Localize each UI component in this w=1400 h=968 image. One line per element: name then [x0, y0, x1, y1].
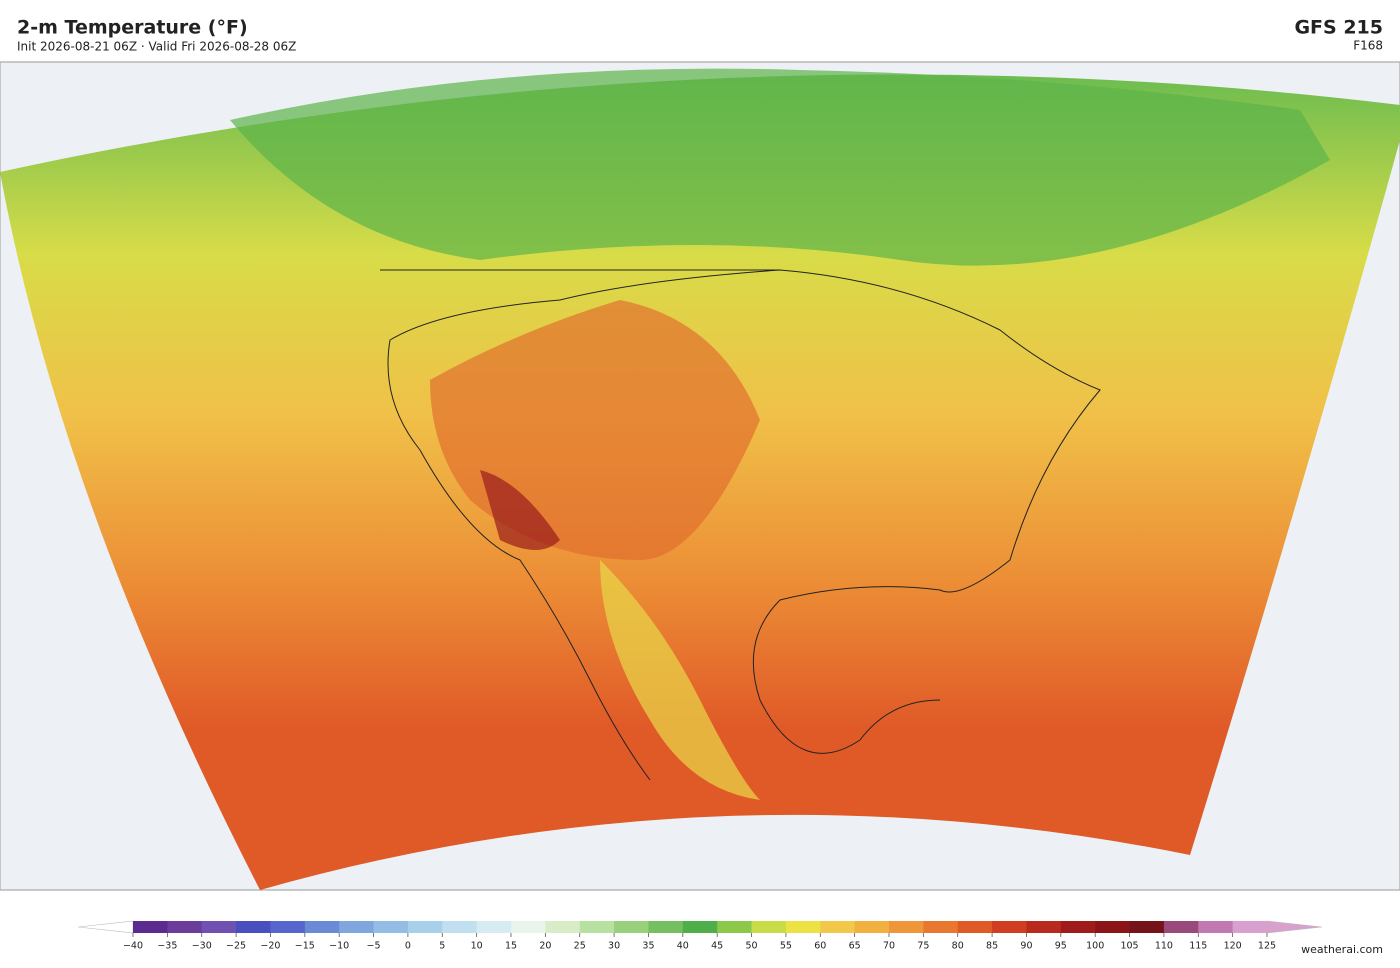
- colorbar-bin: [1026, 921, 1062, 933]
- colorbar-bin: [854, 921, 890, 933]
- colorbar-tick-label: 30: [608, 941, 620, 952]
- colorbar-over: [1266, 920, 1323, 934]
- colorbar-tick-label: −35: [157, 941, 177, 952]
- colorbar-tick-label: 75: [917, 941, 929, 952]
- colorbar-bin: [167, 921, 203, 933]
- colorbar-tick-label: 120: [1224, 941, 1242, 952]
- colorbar-tick-label: −40: [123, 941, 143, 952]
- colorbar-bin: [682, 921, 718, 933]
- colorbar-bin: [1060, 921, 1096, 933]
- colorbar-tick-label: 100: [1086, 941, 1104, 952]
- colorbar-bin: [270, 921, 306, 933]
- colorbar-bin: [373, 921, 409, 933]
- colorbar-tick-label: 15: [505, 941, 517, 952]
- map: [0, 61, 1400, 891]
- colorbar-bin: [304, 921, 340, 933]
- colorbar-tick-label: 45: [711, 941, 723, 952]
- colorbar-tick-label: 65: [849, 941, 861, 952]
- colorbar-tick-label: 95: [1055, 941, 1067, 952]
- colorbar-bin: [133, 921, 168, 933]
- colorbar-bin: [614, 921, 649, 933]
- colorbar-tick-label: 20: [539, 941, 551, 952]
- colorbar-tick-label: 50: [745, 941, 757, 952]
- colorbar-tick-label: 0: [405, 941, 411, 952]
- colorbar-tick-label: 35: [642, 941, 654, 952]
- colorbar-tick-label: −30: [192, 941, 212, 952]
- colorbar-bin: [648, 921, 684, 933]
- mexico-highlands: [600, 560, 760, 800]
- colorbar-tick-label: 110: [1155, 941, 1173, 952]
- hot-region: [480, 470, 560, 550]
- colorbar: −40 −35 −30 −25 −20 −15 −10 −5 0 5 10 15 20 25 30 35 40 4…: [77, 920, 1323, 952]
- colorbar-tick-label: 10: [471, 941, 483, 952]
- colorbar-bin: [1129, 921, 1165, 933]
- colorbar-tick-label: 80: [952, 941, 964, 952]
- colorbar-bin: [511, 921, 546, 933]
- colorbar-bin: [923, 921, 959, 933]
- colorbar-tick-label: −10: [329, 941, 349, 952]
- colorbar-bin: [889, 921, 924, 933]
- colorbar-bin: [957, 921, 993, 933]
- colorbar-bin: [407, 921, 443, 933]
- colorbar-bin: [785, 921, 821, 933]
- colorbar-tick-label: 55: [780, 941, 792, 952]
- colorbar-bin: [820, 921, 856, 933]
- colorbar-bin: [1163, 921, 1199, 933]
- subtitle: Init 2026-08-21 06Z · Valid Fri 2026-08-…: [17, 40, 296, 54]
- colorbar-under: [77, 920, 134, 934]
- colorbar-bin: [236, 921, 271, 933]
- colorbar-bin: [476, 921, 512, 933]
- colorbar-bin: [751, 921, 787, 933]
- coastline: [380, 269, 1101, 781]
- colorbar-bin: [992, 921, 1027, 933]
- colorbar-tick-label: −15: [295, 941, 315, 952]
- colorbar-bin: [339, 921, 375, 933]
- colorbar-tick-label: 125: [1258, 941, 1276, 952]
- colorbar-tick-label: −20: [260, 941, 280, 952]
- colorbar-tick-label: −25: [226, 941, 246, 952]
- credit: weatherai.com: [1301, 943, 1383, 956]
- colorbar-bin: [579, 921, 615, 933]
- colorbar-tick-label: 25: [574, 941, 586, 952]
- colorbar-tick-label: 60: [814, 941, 826, 952]
- colorbar-bin: [1198, 921, 1234, 933]
- colorbar-bin: [442, 921, 478, 933]
- colorbar-bin: [717, 921, 753, 933]
- colorbar-tick-label: 85: [986, 941, 998, 952]
- colorbar-tick-label: 90: [1020, 941, 1032, 952]
- colorbar-tick-label: 40: [677, 941, 689, 952]
- colorbar-bin: [545, 921, 581, 933]
- colorbar-bin: [1232, 921, 1268, 933]
- cool-region: [230, 68, 1330, 266]
- forecast-hour: F168: [1353, 39, 1383, 53]
- colorbar-tick-label: 5: [439, 941, 445, 952]
- colorbar-tick-label: 105: [1120, 941, 1138, 952]
- colorbar-bin: [201, 921, 237, 933]
- colorbar-tick-label: −5: [367, 941, 381, 952]
- colorbar-tick-label: 115: [1189, 941, 1207, 952]
- title: 2-m Temperature (°F): [17, 17, 248, 39]
- model-label: GFS 215: [1294, 17, 1383, 39]
- colorbar-bin: [1095, 921, 1131, 933]
- colorbar-tick-label: 70: [883, 941, 895, 952]
